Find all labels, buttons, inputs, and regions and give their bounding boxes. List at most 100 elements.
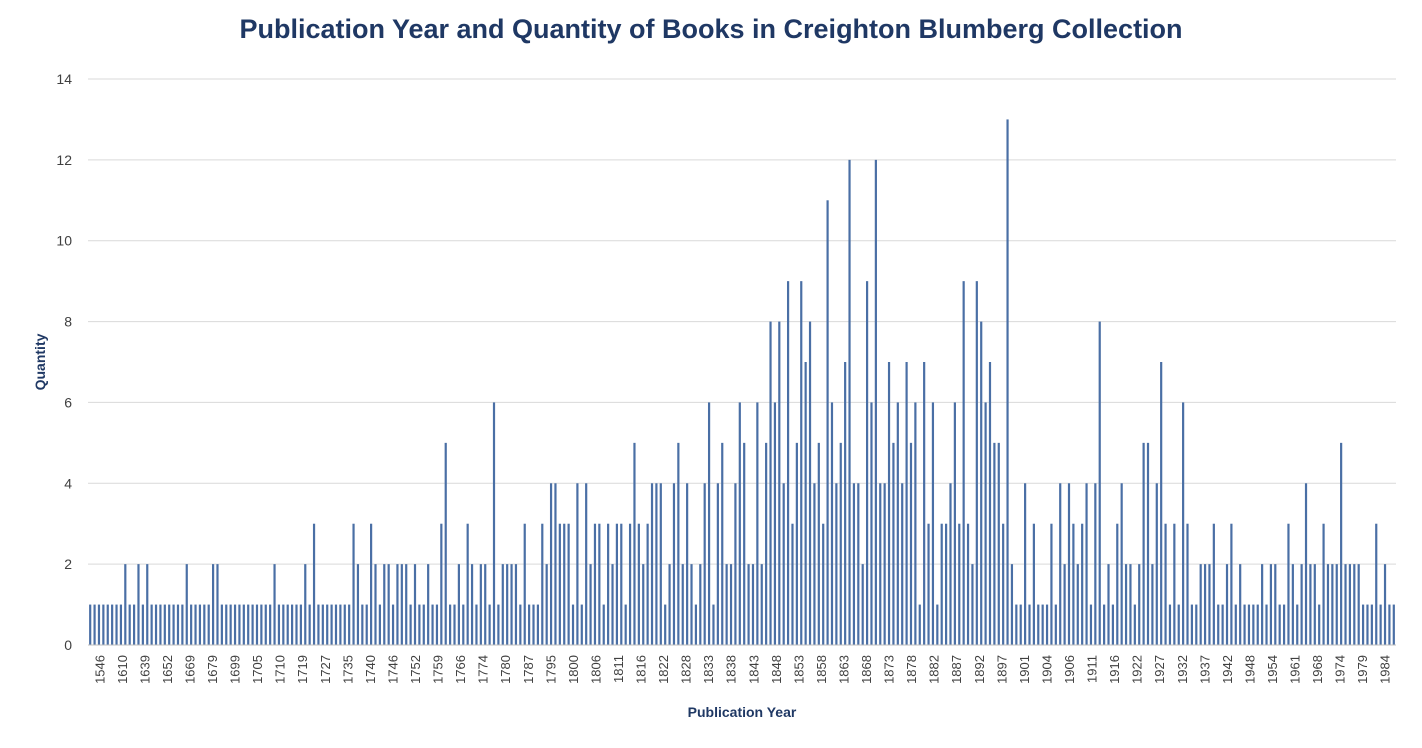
x-tick-label: 1727 (318, 655, 333, 684)
x-tick-label: 1892 (972, 655, 987, 684)
bar (1111, 604, 1114, 645)
bar (519, 604, 522, 645)
bar (1388, 604, 1391, 645)
bar (128, 604, 131, 645)
x-tick-label: 1961 (1288, 655, 1303, 684)
bar (918, 604, 921, 645)
bar (1326, 564, 1330, 645)
bar (738, 402, 741, 645)
bar (449, 604, 452, 645)
bar (628, 523, 632, 645)
bar (1370, 604, 1373, 645)
x-axis-title: Publication Year (688, 704, 797, 720)
bar (558, 523, 561, 645)
bar (273, 564, 276, 645)
bar (861, 564, 864, 645)
bar (699, 564, 702, 645)
bar (413, 564, 417, 645)
bar (1287, 523, 1290, 645)
bar (637, 523, 640, 645)
bar (743, 442, 746, 645)
bar (813, 483, 816, 645)
bar (1221, 604, 1224, 645)
bar (760, 564, 763, 645)
x-tick-label: 1759 (431, 655, 446, 684)
bar (1278, 604, 1281, 645)
bar (308, 604, 311, 645)
bar (962, 281, 965, 645)
bar (1230, 523, 1233, 645)
x-tick-label: 1699 (228, 655, 243, 684)
bar (260, 604, 263, 645)
bar (225, 604, 228, 645)
bar (633, 442, 636, 645)
bar (1353, 564, 1356, 645)
bar (914, 402, 917, 645)
bar (1151, 564, 1154, 645)
x-tick-label: 1942 (1220, 655, 1235, 684)
bar (593, 523, 597, 645)
bar (694, 604, 698, 645)
bar (773, 402, 777, 645)
bar (931, 402, 935, 645)
bar (466, 523, 469, 645)
bar (1340, 442, 1343, 645)
bar (646, 523, 649, 645)
bar (159, 604, 162, 645)
bar (1261, 564, 1264, 645)
bar (536, 604, 539, 645)
bar (106, 604, 109, 645)
bar (312, 523, 316, 645)
bar (506, 564, 509, 645)
bar (1168, 604, 1172, 645)
bar (89, 604, 92, 645)
bar (291, 604, 294, 645)
y-tick-label: 0 (64, 637, 72, 653)
x-tick-label: 1954 (1265, 655, 1280, 684)
bar (334, 604, 338, 645)
bar (896, 402, 899, 645)
bar (1348, 564, 1352, 645)
x-tick-label: 1679 (205, 655, 220, 684)
bar (299, 604, 302, 645)
bar (251, 604, 254, 645)
bar (707, 402, 711, 645)
x-tick-label: 1979 (1355, 655, 1370, 684)
bar (721, 442, 724, 645)
bar (1133, 604, 1136, 645)
bar (879, 483, 882, 645)
bar (1291, 564, 1294, 645)
bar (233, 604, 237, 645)
bar (418, 604, 421, 645)
x-tick-label: 1863 (836, 655, 851, 684)
x-tick-label: 1927 (1152, 655, 1167, 684)
bar (1015, 604, 1018, 645)
bar (207, 604, 210, 645)
bar (953, 402, 956, 645)
bar (1296, 604, 1299, 645)
bar (1155, 483, 1158, 645)
bar (677, 442, 680, 645)
bar (571, 604, 575, 645)
bar (124, 564, 127, 645)
bar (198, 604, 202, 645)
bar (185, 564, 188, 645)
bar (751, 564, 755, 645)
bar (1160, 362, 1163, 645)
bar (378, 604, 381, 645)
bar (115, 604, 118, 645)
bar (940, 523, 943, 645)
x-tick-label: 1710 (273, 655, 288, 684)
x-tick-label: 1780 (498, 655, 513, 684)
bar (598, 523, 601, 645)
x-tick-label: 1740 (363, 655, 378, 684)
bar (782, 483, 785, 645)
bar (1081, 523, 1084, 645)
bar (1032, 523, 1035, 645)
bar (620, 523, 623, 645)
bar (655, 483, 658, 645)
bar (286, 604, 289, 645)
x-tick-label: 1882 (927, 655, 942, 684)
bar (729, 564, 733, 645)
